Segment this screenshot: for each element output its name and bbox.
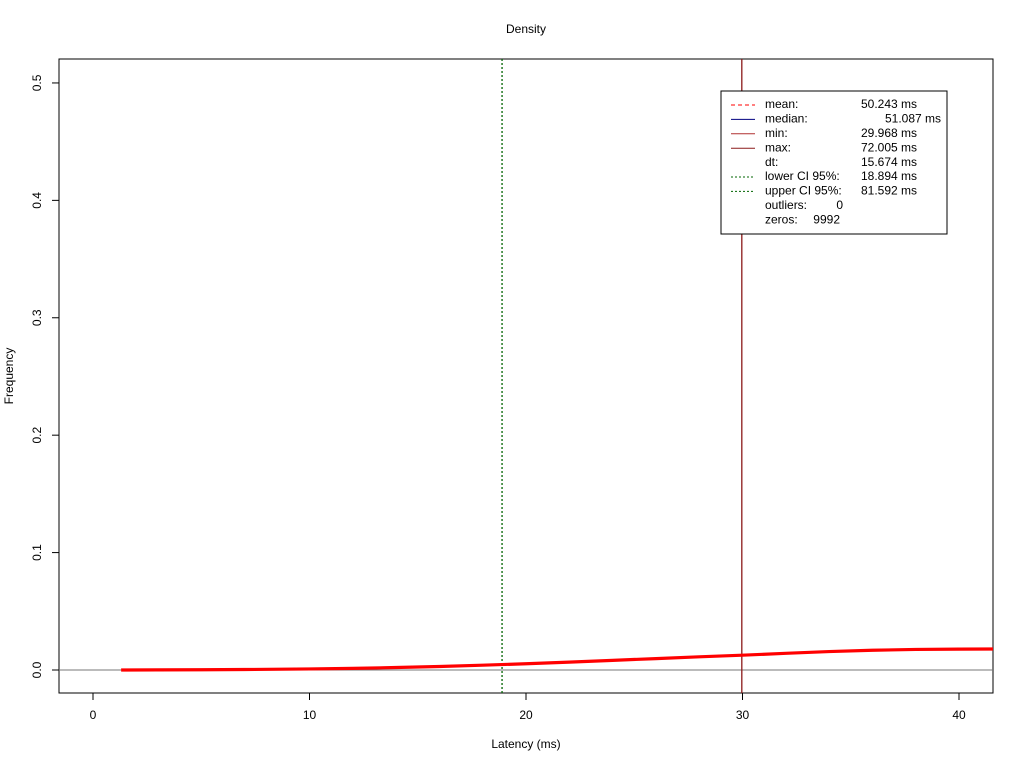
y-tick-label: 0.1 xyxy=(30,544,44,561)
legend-value: 0 xyxy=(836,198,843,212)
legend-value: 18.894 ms xyxy=(861,169,917,183)
legend: mean: 50.243 ms median: 51.087 ms min: 29.968… xyxy=(720,90,948,235)
density-line xyxy=(121,647,993,672)
legend-box xyxy=(720,90,948,235)
plot-area xyxy=(59,59,993,693)
x-tick-label: 30 xyxy=(736,708,750,722)
y-tick-label: 0.3 xyxy=(30,309,44,326)
legend-label: lower CI 95%: xyxy=(765,169,840,183)
chart-title: Density xyxy=(506,22,546,36)
y-tick-label: 0.2 xyxy=(30,427,44,444)
legend-label: zeros: xyxy=(765,212,798,226)
legend-label: outliers: xyxy=(765,198,807,212)
legend-value: 50.243 ms xyxy=(861,97,917,111)
legend-value: 81.592 ms xyxy=(861,184,917,198)
x-tick-label: 0 xyxy=(90,708,97,722)
legend-value: 29.968 ms xyxy=(861,126,917,140)
y-tick-label: 0.4 xyxy=(30,192,44,209)
legend-value: 15.674 ms xyxy=(861,155,917,169)
legend-label: median: xyxy=(765,112,808,126)
legend-value: 72.005 ms xyxy=(861,140,917,154)
x-tick-label: 40 xyxy=(952,708,966,722)
legend-label: mean: xyxy=(765,97,798,111)
legend-label: upper CI 95%: xyxy=(765,184,842,198)
x-tick-label: 10 xyxy=(303,708,317,722)
x-axis-label: Latency (ms) xyxy=(491,737,560,751)
legend-label: dt: xyxy=(765,155,778,169)
y-tick-label: 0.5 xyxy=(30,74,44,91)
legend-value: 51.087 ms xyxy=(885,112,941,126)
legend-value: 9992 xyxy=(813,212,840,226)
x-tick-label: 20 xyxy=(519,708,533,722)
y-axis-label: Frequency xyxy=(2,348,16,405)
legend-label: min: xyxy=(765,126,788,140)
legend-label: max: xyxy=(765,140,791,154)
y-tick-label: 0.0 xyxy=(30,661,44,678)
